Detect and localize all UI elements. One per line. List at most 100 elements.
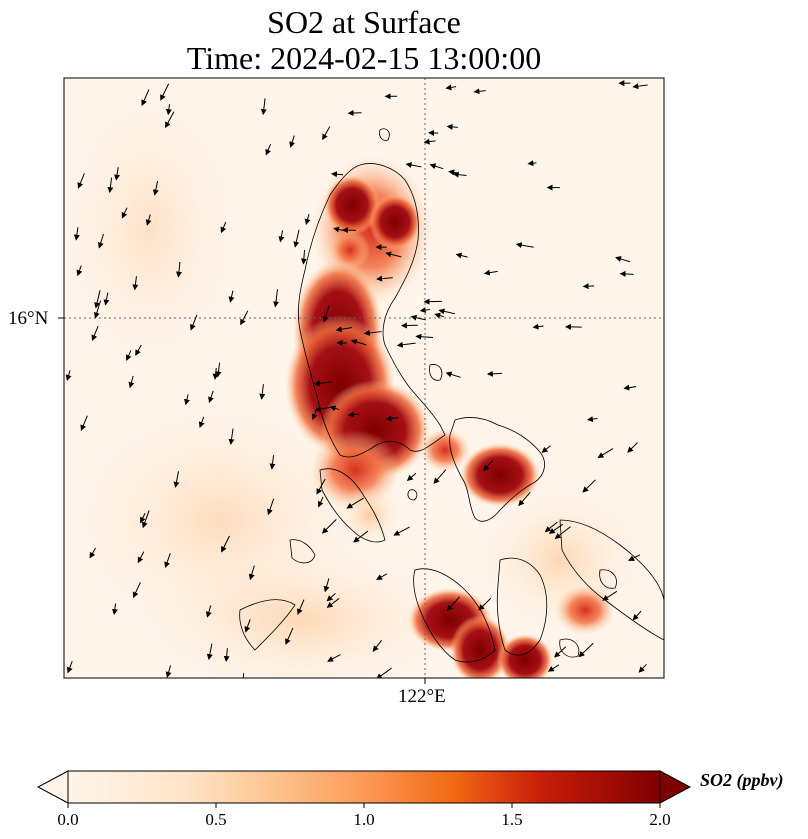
wind-arrow xyxy=(541,445,551,453)
wind-arrow xyxy=(452,171,467,178)
wind-arrow xyxy=(141,89,150,106)
colorbar-gradient xyxy=(68,771,660,803)
wind-arrow xyxy=(165,111,175,129)
wind-arrow xyxy=(220,221,227,234)
map-frame xyxy=(63,77,665,679)
wind-arrow xyxy=(304,214,311,226)
wind-arrow xyxy=(285,627,294,645)
wind-arrow xyxy=(221,535,230,553)
wind-arrow xyxy=(445,84,457,91)
wind-arrow xyxy=(273,289,279,308)
wind-arrow xyxy=(483,269,498,276)
wind-arrow xyxy=(415,333,434,340)
wind-arrow xyxy=(544,521,558,533)
wind-arrow xyxy=(107,177,114,194)
wind-arrow xyxy=(375,667,392,678)
wind-arrow xyxy=(316,478,326,495)
wind-arrow xyxy=(313,380,332,387)
wind-arrow xyxy=(322,305,330,323)
wind-arrow xyxy=(527,160,537,167)
wind-arrow xyxy=(638,663,647,673)
wind-arrow xyxy=(94,290,101,309)
wind-arrow xyxy=(114,167,121,181)
wind-arrow xyxy=(278,230,285,243)
wind-arrow xyxy=(76,265,83,277)
wind-arrow xyxy=(321,519,337,534)
wind-arrow xyxy=(335,326,353,333)
colorbar xyxy=(36,770,692,808)
wind-arrow xyxy=(532,323,544,330)
wind-arrow xyxy=(578,642,594,658)
wind-arrow xyxy=(602,590,618,601)
wind-arrow xyxy=(228,428,235,446)
wind-arrow xyxy=(330,171,344,178)
gridlines xyxy=(64,78,664,678)
wind-arrow xyxy=(223,648,230,663)
wind-arrow xyxy=(515,242,534,249)
wind-arrow xyxy=(448,169,459,176)
wind-arrow xyxy=(135,344,142,356)
wind-arrow xyxy=(164,553,171,569)
wind-arrow xyxy=(433,469,447,484)
wind-arrow xyxy=(289,135,296,148)
colorbar-extend-high xyxy=(659,770,692,804)
colorbar-tick: 1.5 xyxy=(501,810,523,829)
wind-arrow xyxy=(333,226,345,233)
wind-arrow xyxy=(446,123,458,130)
wind-arrow xyxy=(65,370,72,381)
wind-arrow xyxy=(141,510,150,529)
wind-arrow xyxy=(265,143,272,156)
wind-arrow xyxy=(393,526,410,536)
wind-arrow xyxy=(363,329,382,336)
wind-arrow xyxy=(173,471,180,488)
wind-arrow xyxy=(597,448,614,458)
wind-arrow xyxy=(137,551,145,564)
wind-arrow xyxy=(128,375,135,389)
wind-arrow xyxy=(326,593,336,602)
wind-arrow xyxy=(486,370,503,377)
colorbar-label: SO2 (ppbv) xyxy=(700,770,784,790)
wind-arrow xyxy=(259,384,266,400)
map-title-line2: Time: 2024-02-15 13:00:00 xyxy=(186,40,542,76)
wind-arrow xyxy=(300,249,307,265)
wind-arrow xyxy=(91,325,99,342)
wind-vectors xyxy=(65,80,648,678)
colorbar-extend-low xyxy=(36,770,69,804)
wind-arrow xyxy=(586,416,598,423)
wind-arrow xyxy=(455,252,468,259)
wind-arrow xyxy=(483,460,494,472)
map-title-line1: SO2 at Surface xyxy=(267,4,461,40)
wind-arrow xyxy=(297,599,305,615)
wind-arrow xyxy=(518,491,531,507)
wind-arrow xyxy=(396,341,416,348)
wind-arrow xyxy=(198,416,205,429)
wind-arrow xyxy=(322,126,331,141)
wind-arrow xyxy=(190,314,198,331)
wind-arrow xyxy=(183,394,190,406)
wind-arrow xyxy=(623,384,637,391)
wind-arrow xyxy=(66,661,73,674)
wind-arrow xyxy=(326,598,340,608)
wind-arrow xyxy=(165,104,172,116)
wind-arrow xyxy=(627,442,638,453)
latitude-label: 16°N xyxy=(8,308,49,329)
wind-arrow xyxy=(175,261,182,278)
wind-arrow xyxy=(410,314,426,321)
wind-arrow xyxy=(554,646,567,658)
wind-arrow xyxy=(347,411,360,418)
wind-arrow xyxy=(615,256,631,263)
wind-arrow xyxy=(446,596,460,612)
wind-arrow xyxy=(353,530,369,543)
wind-arrow xyxy=(77,173,85,189)
colorbar-tick: 0.5 xyxy=(205,810,227,829)
wind-arrow xyxy=(632,83,648,90)
wind-arrow xyxy=(327,654,341,662)
wind-arrow xyxy=(619,270,634,277)
wind-arrow xyxy=(554,526,571,539)
wind-arrow xyxy=(385,251,402,258)
wind-arrow xyxy=(152,181,159,196)
wind-arrow xyxy=(429,163,444,170)
so2-field xyxy=(64,78,664,678)
colorbar-tick: 2.0 xyxy=(649,810,671,829)
